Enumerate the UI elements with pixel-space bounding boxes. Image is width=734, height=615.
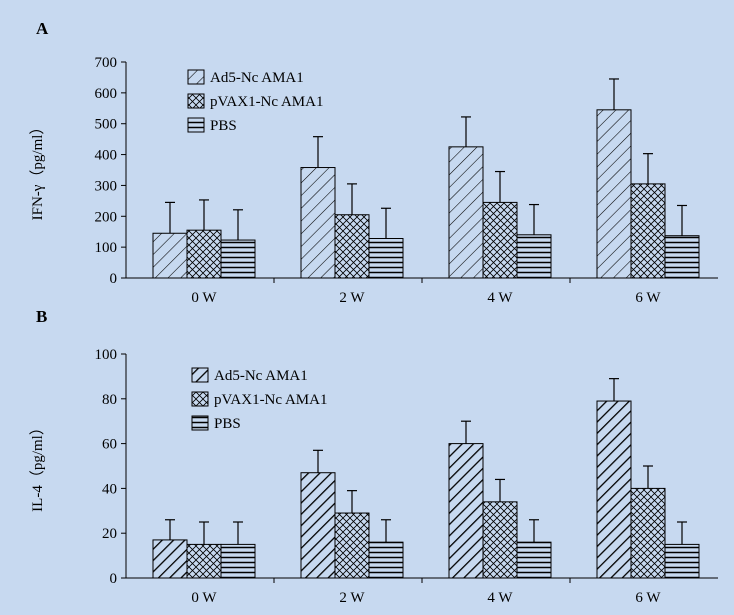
y-tick-label: 20 [102,526,117,542]
legend-label: pVAX1-Nc AMA1 [210,94,323,110]
y-tick-label: 200 [95,209,118,225]
y-tick-label: 80 [102,392,117,408]
x-category-label: 0 W [191,290,217,306]
x-category-label: 6 W [635,290,661,306]
bar [630,487,666,579]
bar [630,183,666,279]
bar [664,235,700,279]
y-tick-label: 100 [95,240,118,256]
bar [186,229,222,279]
y-tick-label: 400 [95,148,118,164]
bar [220,543,256,579]
bar [152,539,188,579]
chart-panel-b: B IL-4（pg/ml） 0 20 40 60 80 100 0 W 2 W 4 W 6 W Ad5-… [29,307,718,606]
bar [368,541,404,579]
y-tick-label: 60 [102,437,117,453]
bar [220,239,256,279]
legend-swatch [187,117,205,133]
bar [448,443,484,579]
legend-label: PBS [210,118,237,134]
bar [368,238,404,279]
legend-label: PBS [214,416,241,432]
y-tick-label: 500 [95,117,118,133]
bar [596,109,632,279]
y-tick-label: 100 [95,347,118,363]
x-category-label: 6 W [635,590,661,606]
legend-swatch [187,69,205,85]
y-tick-label: 0 [110,571,118,587]
panel-label: A [36,19,49,38]
y-tick-label: 600 [95,86,118,102]
bar [664,543,700,579]
bar [300,472,336,579]
y-tick-label: 0 [110,271,118,287]
bar [152,232,188,279]
legend-swatch [191,391,209,407]
x-category-label: 0 W [191,590,217,606]
chart-panel-a: A IFN-γ（pg/ml） 0 100 200 300 400 500 600 700 0 W 2 … [29,19,718,306]
bar [596,400,632,579]
bar [516,541,552,579]
y-axis-label: IFN-γ（pg/ml） [29,120,46,221]
x-category-label: 2 W [339,290,365,306]
y-tick-label: 40 [102,481,117,497]
bar [186,543,222,579]
x-category-label: 4 W [487,290,513,306]
legend-label: pVAX1-Nc AMA1 [214,392,327,408]
bar [300,167,336,279]
x-category-label: 2 W [339,590,365,606]
x-category-label: 4 W [487,590,513,606]
y-axis-label: IL-4（pg/ml） [29,420,46,512]
y-tick-label: 700 [95,55,118,71]
bar [516,234,552,279]
panel-label: B [36,307,47,326]
legend-label: Ad5-Nc AMA1 [210,70,304,86]
legend-swatch [187,93,205,109]
legend: Ad5-Nc AMA1 pVAX1-Nc AMA1 PBS [187,69,323,134]
bar [482,201,518,279]
bar [334,512,370,579]
legend-swatch [191,415,209,431]
bar [448,146,484,279]
bar [334,214,370,279]
legend-label: Ad5-Nc AMA1 [214,368,308,384]
y-tick-label: 300 [95,178,118,194]
legend-swatch [191,367,209,383]
legend: Ad5-Nc AMA1 pVAX1-Nc AMA1 PBS [191,367,327,432]
bar [482,501,518,579]
